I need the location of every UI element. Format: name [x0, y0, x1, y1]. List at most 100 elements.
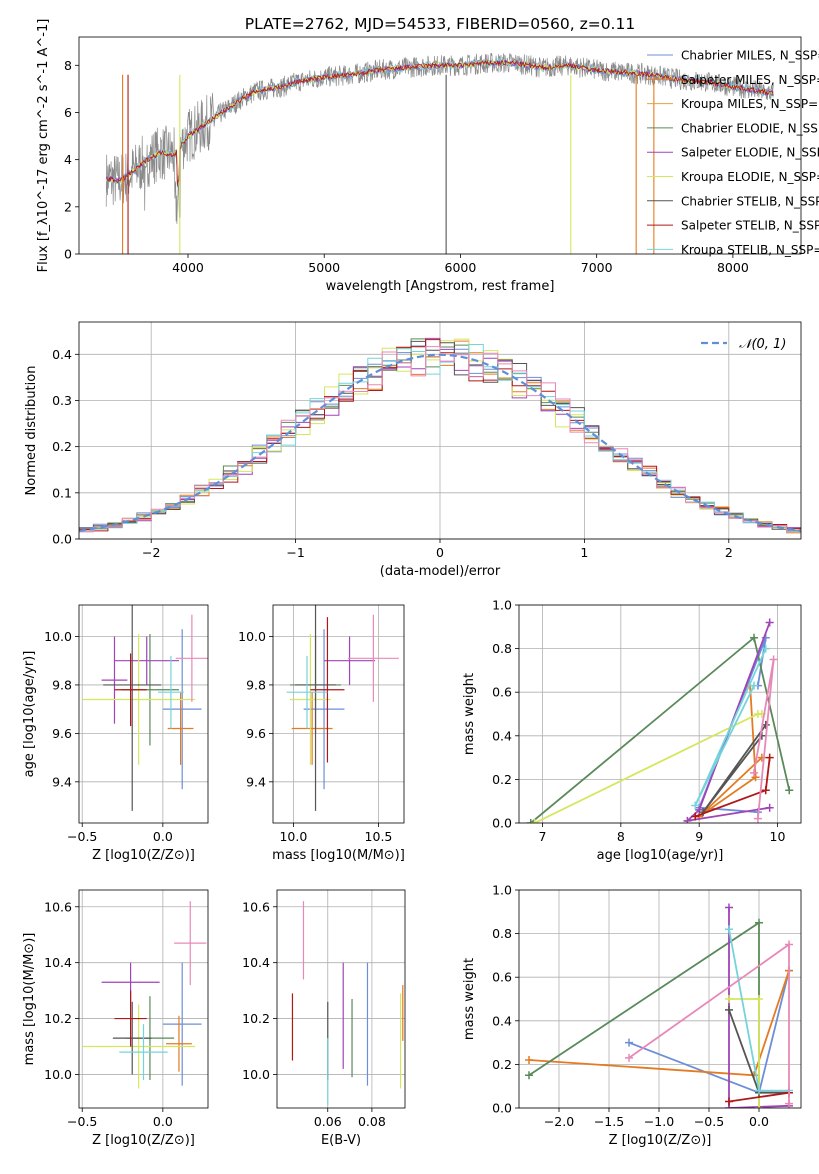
x-axis-label: Z [log10(Z/Z⊙)] — [92, 1133, 195, 1148]
plot-area — [82, 605, 208, 811]
legend-label: Kroupa ELODIE, N_SSP=4 — [681, 170, 819, 184]
plot-frame — [78, 889, 209, 1109]
x-tick-label: 6000 — [445, 260, 477, 275]
y-tick-label: 9.8 — [246, 677, 266, 692]
weight-marker — [625, 1053, 633, 1062]
weight-marker — [765, 618, 774, 627]
data-point — [295, 605, 336, 811]
y-tick-label: 0 — [64, 247, 72, 262]
data-point — [112, 1001, 152, 1075]
y-tick-label: 0.2 — [492, 1057, 512, 1072]
legend-label: Chabrier ELODIE, N_SSP=3 — [681, 121, 819, 135]
y-tick-label: 4 — [64, 152, 72, 167]
legend-label: Chabrier STELIB, N_SSP=4 — [681, 194, 819, 208]
y-tick-label: 0.1 — [52, 485, 72, 500]
data-point — [158, 655, 184, 729]
plot-frame — [276, 889, 406, 1109]
x-axis-label: mass [log10(M/M⊙)] — [272, 848, 405, 863]
data-point — [114, 990, 147, 1047]
plot-frame — [78, 604, 209, 824]
plot-area — [286, 605, 399, 811]
y-tick-label: 10.0 — [242, 1067, 270, 1082]
plot-frame — [518, 604, 802, 824]
data-point — [347, 614, 399, 702]
weight-marker — [750, 768, 758, 777]
weight-marker — [757, 731, 766, 740]
y-tick-label: 0.4 — [52, 347, 72, 362]
y-tick-label: 9.4 — [246, 774, 266, 789]
panel-mass-vs-ebv: 0.06 0.08 10.0 10.2 10.4 10.6 E(B-V) — [242, 889, 406, 1148]
weight-marker — [769, 655, 778, 664]
y-axis-label: mass weight — [462, 673, 477, 755]
y-tick-label: 10.0 — [44, 629, 72, 644]
y-tick-label: 0.8 — [492, 926, 512, 941]
panel-residuals: −2 −1 0 1 2 0.0 0.1 0.2 0.3 0.4 (data-model)/error… — [24, 321, 802, 579]
x-tick-label: −2 — [142, 545, 160, 560]
x-tick-label: 0.06 — [314, 1114, 342, 1129]
data-point — [290, 634, 331, 765]
data-point — [291, 692, 333, 765]
weight-marker — [785, 786, 794, 795]
y-tick-label: 1.0 — [492, 883, 512, 898]
weight-line — [728, 907, 790, 1108]
x-tick-label: 8 — [617, 829, 625, 844]
weight-marker — [765, 803, 774, 812]
y-tick-label: 0.3 — [52, 393, 72, 408]
x-tick-label: 1 — [580, 545, 588, 560]
legend-label: Salpeter MILES, N_SSP=3 — [681, 73, 819, 87]
x-tick-label: 0 — [436, 545, 444, 560]
x-tick-label: 0.0 — [153, 1114, 173, 1129]
y-tick-label: 0.0 — [492, 816, 512, 831]
y-tick-label: 0.0 — [52, 532, 72, 547]
y-tick-label: 0.2 — [492, 772, 512, 787]
x-tick-label: −1.5 — [594, 1114, 624, 1129]
x-axis-label: age [log10(age/yr)] — [597, 848, 724, 863]
weight-marker — [625, 1038, 633, 1047]
y-tick-label: 0.4 — [492, 1013, 512, 1028]
weight-marker — [725, 1005, 733, 1014]
data-point — [166, 1015, 192, 1072]
weight-marker — [725, 903, 733, 912]
model-spectrum — [105, 58, 774, 186]
weight-marker — [765, 753, 774, 762]
data-point — [174, 901, 207, 986]
data-point — [82, 1004, 196, 1089]
legend-label: Salpeter ELODIE, N_SSP=4 — [681, 146, 819, 160]
y-tick-label: 10.2 — [242, 1011, 270, 1026]
x-tick-label: −2.0 — [544, 1114, 574, 1129]
y-tick-label: 0.6 — [492, 970, 512, 985]
weight-marker — [525, 1056, 533, 1065]
weight-marker — [755, 995, 763, 1003]
y-tick-label: 10.4 — [242, 955, 270, 970]
data-point — [162, 962, 202, 1086]
plot-frame — [272, 604, 405, 824]
weight-line — [694, 648, 767, 806]
spectrum-title: PLATE=2762, MJD=54533, FIBERID=0560, z=0… — [245, 15, 635, 33]
weight-marker — [785, 1099, 793, 1108]
legend-label: Chabrier MILES, N_SSP=4 — [681, 49, 819, 63]
x-tick-label: 4000 — [172, 260, 204, 275]
y-tick-label: 0.6 — [492, 685, 512, 700]
weight-marker — [725, 1097, 733, 1106]
panel-mass-vs-Z: −0.5 0.0 10.0 10.2 10.4 10.6 Z [log10(Z/Z⊙)] ma… — [22, 889, 209, 1148]
x-axis-label: Z [log10(Z/Z⊙)] — [92, 848, 195, 863]
weight-marker — [785, 940, 793, 949]
weight-marker — [725, 925, 733, 934]
x-axis-label: (data-model)/error — [380, 564, 501, 579]
x-tick-label: −1 — [286, 545, 304, 560]
plot-area — [526, 618, 794, 823]
x-tick-label: 2 — [725, 545, 733, 560]
y-tick-label: 10.2 — [44, 1011, 72, 1026]
weight-marker — [750, 633, 758, 642]
panel-weight-vs-Z: −2.0 −1.5 −1.0 −0.5 0.0 0.0 0.2 0.4 0.6 0.8 1.0 Z [… — [462, 883, 802, 1148]
x-tick-label: 8000 — [717, 260, 749, 275]
plot-frame — [78, 321, 802, 540]
weight-marker — [761, 644, 770, 653]
x-tick-label: 0.0 — [749, 1114, 769, 1129]
data-point — [310, 617, 345, 763]
legend-label: Salpeter STELIB, N_SSP=4 — [681, 219, 819, 233]
x-tick-label: 10.0 — [279, 829, 307, 844]
x-axis-label: E(B-V) — [321, 1133, 361, 1148]
y-tick-label: 0.8 — [492, 641, 512, 656]
